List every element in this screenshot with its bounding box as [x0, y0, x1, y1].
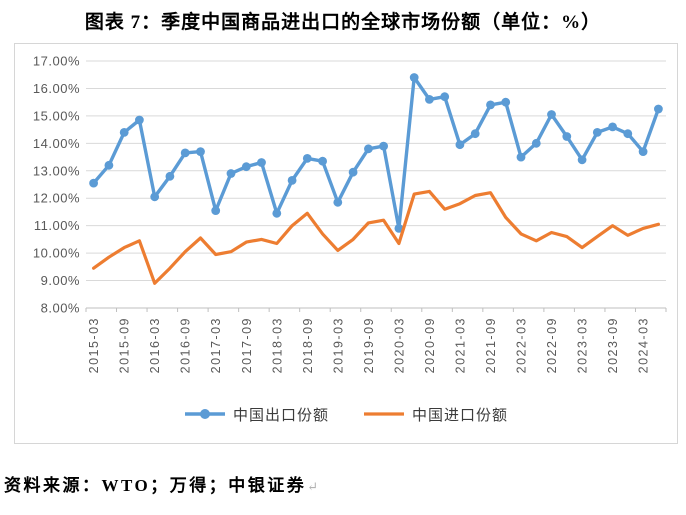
- svg-text:2020-03: 2020-03: [392, 317, 406, 373]
- svg-text:2023-03: 2023-03: [576, 317, 590, 373]
- paragraph-mark-icon: ↵: [307, 479, 319, 494]
- source-note-text: 资料来源：WTO；万得；中银证券: [4, 476, 307, 495]
- svg-text:2018-09: 2018-09: [301, 317, 315, 373]
- svg-text:2019-09: 2019-09: [362, 317, 376, 373]
- svg-text:2019-03: 2019-03: [331, 317, 345, 373]
- svg-text:2022-09: 2022-09: [545, 317, 559, 373]
- svg-text:14.00%: 14.00%: [33, 136, 80, 151]
- legend-item-import: 中国进口份额: [363, 404, 508, 425]
- svg-text:17.00%: 17.00%: [33, 54, 80, 69]
- figure-title: 图表 7：季度中国商品进出口的全球市场份额（单位：%）: [84, 12, 602, 33]
- legend-label-export: 中国出口份额: [232, 406, 329, 424]
- source-note: 资料来源：WTO；万得；中银证券↵: [4, 471, 318, 496]
- svg-text:2017-09: 2017-09: [240, 317, 254, 373]
- svg-text:2017-03: 2017-03: [209, 317, 223, 373]
- chart-frame: 17.00% 16.00% 15.00% 14.00% 13.00% 12.00% 11.0…: [14, 43, 678, 444]
- legend-label-import: 中国进口份额: [412, 406, 509, 424]
- svg-text:2024-03: 2024-03: [637, 317, 651, 373]
- svg-text:2016-03: 2016-03: [148, 317, 162, 373]
- svg-text:12.00%: 12.00%: [33, 191, 80, 206]
- svg-text:8.00%: 8.00%: [41, 301, 80, 316]
- svg-text:2023-09: 2023-09: [606, 317, 620, 373]
- svg-text:2016-09: 2016-09: [179, 317, 193, 373]
- svg-text:9.00%: 9.00%: [41, 273, 80, 288]
- svg-text:10.00%: 10.00%: [33, 246, 80, 261]
- svg-text:2021-03: 2021-03: [453, 317, 467, 373]
- svg-text:2015-03: 2015-03: [87, 317, 101, 373]
- export-series-line-icon: [184, 409, 225, 419]
- line-chart-canvas: 17.00% 16.00% 15.00% 14.00% 13.00% 12.00% 11.0…: [33, 54, 667, 373]
- svg-text:13.00%: 13.00%: [33, 163, 80, 178]
- import-series-line-icon: [364, 412, 404, 416]
- svg-text:2020-09: 2020-09: [423, 317, 437, 373]
- chart-legend: 中国出口份额 中国进口份额: [15, 401, 677, 427]
- svg-text:2021-09: 2021-09: [484, 317, 498, 373]
- svg-text:15.00%: 15.00%: [33, 108, 80, 123]
- legend-item-export: 中国出口份额: [184, 404, 329, 425]
- svg-text:2018-03: 2018-03: [270, 317, 284, 373]
- svg-text:2022-03: 2022-03: [515, 317, 529, 373]
- svg-text:11.00%: 11.00%: [34, 218, 80, 233]
- svg-text:2015-09: 2015-09: [118, 317, 132, 373]
- svg-text:16.00%: 16.00%: [33, 81, 80, 96]
